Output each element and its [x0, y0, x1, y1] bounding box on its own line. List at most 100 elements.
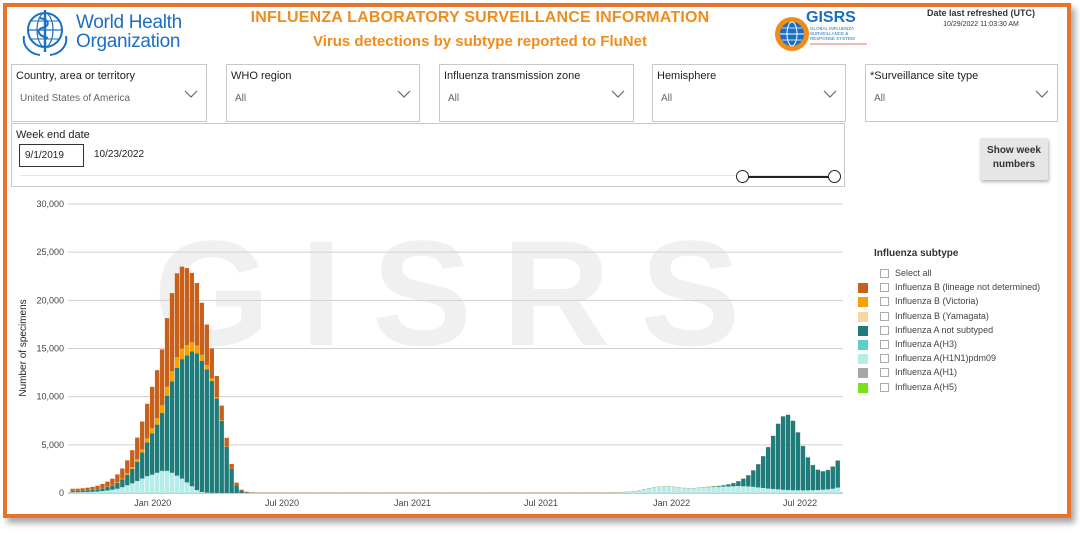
bar-segment[interactable]	[636, 490, 642, 493]
bar-segment[interactable]	[154, 418, 160, 425]
bar-segment[interactable]	[179, 359, 185, 479]
bar-segment[interactable]	[85, 490, 90, 493]
bar-segment[interactable]	[785, 490, 791, 493]
bar-segment[interactable]	[780, 416, 786, 490]
bar-segment[interactable]	[234, 482, 239, 486]
bar-segment[interactable]	[164, 386, 170, 396]
bar-segment[interactable]	[135, 437, 140, 460]
bar-segment[interactable]	[169, 371, 175, 382]
bar-segment[interactable]	[125, 474, 130, 486]
bar-segment[interactable]	[90, 491, 95, 493]
bar-segment[interactable]	[830, 488, 835, 493]
chevron-down-icon[interactable]	[397, 89, 411, 99]
bar-segment[interactable]	[70, 492, 75, 493]
bar-segment[interactable]	[800, 490, 806, 493]
bar-segment[interactable]	[820, 489, 826, 493]
chevron-down-icon[interactable]	[1035, 89, 1049, 99]
bar-segment[interactable]	[90, 486, 95, 490]
bar-segment[interactable]	[120, 468, 125, 479]
bar-segment[interactable]	[761, 487, 766, 493]
bar-segment[interactable]	[189, 486, 195, 493]
bar-segment[interactable]	[105, 481, 110, 487]
bar-segment[interactable]	[825, 470, 830, 490]
bar-segment[interactable]	[741, 486, 746, 493]
bar-segment[interactable]	[229, 463, 234, 469]
bar-segment[interactable]	[145, 476, 150, 493]
bar-segment[interactable]	[209, 348, 214, 379]
bar-segment[interactable]	[646, 488, 652, 493]
bar-segment[interactable]	[800, 446, 806, 491]
checkbox-icon[interactable]	[880, 283, 889, 293]
checkbox-icon[interactable]	[880, 297, 889, 307]
date-slider-track[interactable]	[20, 175, 840, 176]
show-week-numbers-button[interactable]: Show week numbers	[980, 138, 1048, 180]
bar-segment[interactable]	[214, 397, 219, 399]
date-to-input[interactable]: 10/23/2022	[94, 149, 145, 160]
bar-segment[interactable]	[199, 492, 205, 493]
bar-segment[interactable]	[775, 489, 781, 493]
bar-segment[interactable]	[716, 486, 721, 487]
bar-segment[interactable]	[790, 420, 796, 491]
bar-segment[interactable]	[239, 490, 244, 493]
bar-segment[interactable]	[169, 381, 175, 473]
bar-segment[interactable]	[95, 491, 100, 493]
bar-segment[interactable]	[751, 486, 756, 493]
bar-segment[interactable]	[169, 472, 175, 493]
bar-segment[interactable]	[194, 353, 200, 491]
bar-segment[interactable]	[721, 486, 726, 493]
bar-segment[interactable]	[194, 490, 200, 493]
bar-segment[interactable]	[174, 273, 180, 358]
bar-segment[interactable]	[726, 484, 731, 487]
bar-segment[interactable]	[75, 492, 80, 493]
bar-segment[interactable]	[711, 487, 716, 493]
checkbox-icon[interactable]	[880, 311, 889, 321]
bar-segment[interactable]	[100, 491, 105, 493]
date-slider-start-handle[interactable]	[736, 170, 749, 183]
bar-segment[interactable]	[110, 489, 115, 493]
bar-segment[interactable]	[229, 468, 234, 493]
country-slicer[interactable]: Country, area or territory United States…	[11, 64, 207, 122]
bar-segment[interactable]	[810, 490, 816, 493]
bar-segment[interactable]	[159, 349, 165, 406]
bar-segment[interactable]	[810, 465, 816, 491]
bar-segment[interactable]	[105, 490, 110, 493]
bar-segment[interactable]	[105, 487, 110, 491]
bar-segment[interactable]	[164, 318, 170, 387]
bar-segment[interactable]	[140, 421, 145, 450]
bar-segment[interactable]	[765, 488, 771, 493]
bar-segment[interactable]	[775, 423, 781, 490]
bar-segment[interactable]	[716, 486, 721, 493]
bar-segment[interactable]	[641, 489, 647, 493]
checkbox-icon[interactable]	[880, 325, 889, 335]
hemisphere-slicer[interactable]: Hemisphere All	[652, 64, 846, 122]
bar-segment[interactable]	[85, 492, 90, 493]
bar-segment[interactable]	[140, 449, 145, 453]
bar-segment[interactable]	[805, 490, 811, 493]
bar-segment[interactable]	[115, 482, 120, 483]
bar-segment[interactable]	[194, 345, 200, 354]
bar-segment[interactable]	[795, 432, 801, 491]
bar-segment[interactable]	[75, 490, 80, 493]
bar-segment[interactable]	[219, 420, 224, 421]
bar-segment[interactable]	[204, 324, 209, 365]
bar-segment[interactable]	[204, 364, 209, 370]
bar-segment[interactable]	[626, 491, 632, 493]
bar-segment[interactable]	[731, 483, 736, 487]
date-slider-end-handle[interactable]	[828, 170, 841, 183]
bar-segment[interactable]	[145, 442, 150, 477]
bar-segment[interactable]	[75, 488, 80, 491]
bar-segment[interactable]	[125, 460, 130, 474]
bar-segment[interactable]	[825, 489, 830, 493]
bar-segment[interactable]	[805, 457, 811, 491]
bar-segment[interactable]	[115, 482, 120, 489]
bar-segment[interactable]	[85, 487, 90, 491]
bar-segment[interactable]	[140, 452, 145, 479]
bar-segment[interactable]	[135, 459, 140, 462]
bar-segment[interactable]	[756, 487, 761, 493]
bar-segment[interactable]	[130, 467, 135, 469]
bar-segment[interactable]	[135, 480, 140, 493]
bar-segment[interactable]	[244, 491, 249, 493]
bar-segment[interactable]	[145, 403, 150, 439]
bar-segment[interactable]	[90, 489, 95, 492]
bar-segment[interactable]	[696, 487, 701, 493]
